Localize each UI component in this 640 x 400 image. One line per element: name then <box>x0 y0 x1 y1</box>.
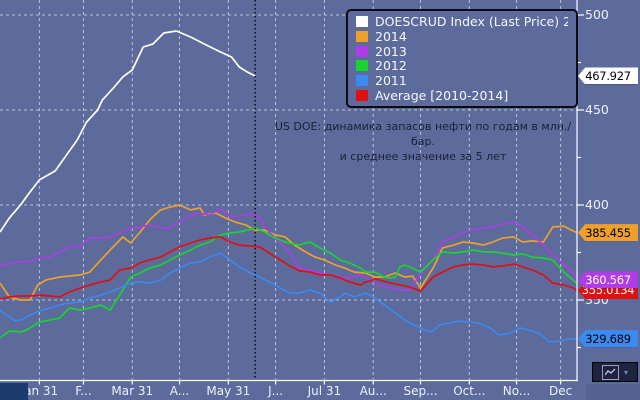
legend-swatch-blue <box>356 75 368 87</box>
line-chart-icon <box>601 364 619 380</box>
x-axis-label: F... <box>75 384 92 398</box>
y-axis-tick-label: 500 <box>585 7 609 22</box>
bottom-right-panel <box>586 384 640 400</box>
x-axis-label: Au... <box>359 384 387 398</box>
last-price-tag: 385.455 <box>578 224 638 242</box>
x-axis-label: Oct... <box>453 384 486 398</box>
last-price-tag: 360.567 <box>578 271 638 289</box>
x-axis-label: J... <box>268 384 284 398</box>
series-line <box>0 30 256 233</box>
y-axis-tick-label: 400 <box>585 197 609 212</box>
bottom-left-panel <box>0 383 28 400</box>
x-axis-label: No... <box>502 384 531 398</box>
legend-item-2012[interactable]: 2012 <box>356 59 568 73</box>
x-axis-label: Jan 31 <box>20 384 59 398</box>
series-line <box>0 252 577 343</box>
series-line <box>0 227 577 339</box>
legend-swatch-purple <box>356 45 368 57</box>
chart-annotation: US DOE: динамика запасов нефти по годам … <box>268 119 578 164</box>
series-line <box>0 236 577 300</box>
legend-label: DOESCRUD Index (Last Price) 2... <box>375 14 568 29</box>
annotation-line-2: и среднее значение за 5 лет <box>339 150 507 163</box>
dropdown-caret-icon: ▾ <box>623 367 628 377</box>
legend-label: 2012 <box>375 58 407 73</box>
x-axis-label: Sep... <box>403 384 438 398</box>
legend-label: 2014 <box>375 29 407 44</box>
legend-swatch-green <box>356 60 368 72</box>
legend-swatch-white <box>356 15 368 27</box>
x-axis-label: Jul 31 <box>307 384 342 398</box>
series-line <box>0 204 577 301</box>
legend-item-2013[interactable]: 2013 <box>356 44 568 58</box>
legend-swatch-red <box>356 90 368 102</box>
chart-legend[interactable]: DOESCRUD Index (Last Price) 2... 2014 20… <box>346 9 578 108</box>
legend-swatch-orange <box>356 30 368 42</box>
last-price-tag: 467.927 <box>578 67 638 85</box>
y-axis-tick-label: 450 <box>585 102 609 117</box>
legend-item-2011[interactable]: 2011 <box>356 74 568 88</box>
legend-label: 2011 <box>375 73 407 88</box>
series-line <box>0 208 578 291</box>
x-axis-label: Mar 31 <box>111 384 154 398</box>
legend-label: 2013 <box>375 44 407 59</box>
x-axis-label: Dec <box>549 384 573 398</box>
legend-label: Average [2010-2014] <box>375 88 509 103</box>
x-axis-label: May 31 <box>206 384 251 398</box>
legend-item-average[interactable]: Average [2010-2014] <box>356 89 568 103</box>
chart-type-button[interactable]: ▾ <box>592 362 638 382</box>
last-price-tag: 329.689 <box>578 330 638 348</box>
legend-item-index[interactable]: DOESCRUD Index (Last Price) 2... <box>356 14 568 28</box>
annotation-line-1: US DOE: динамика запасов нефти по годам … <box>274 120 572 148</box>
legend-item-2014[interactable]: 2014 <box>356 29 568 43</box>
x-axis-label: A... <box>169 384 190 398</box>
